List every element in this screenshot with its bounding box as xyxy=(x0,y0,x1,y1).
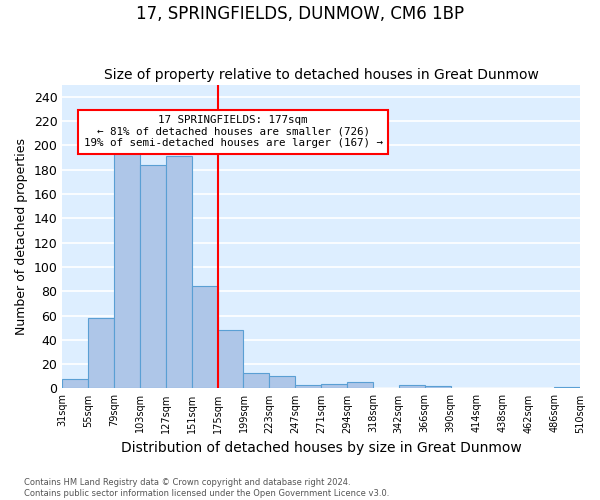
Bar xyxy=(295,385,321,388)
Text: 17 SPRINGFIELDS: 177sqm
← 81% of detached houses are smaller (726)
19% of semi-d: 17 SPRINGFIELDS: 177sqm ← 81% of detache… xyxy=(83,115,383,148)
Bar xyxy=(114,146,140,388)
Bar xyxy=(62,378,88,388)
Bar xyxy=(269,376,295,388)
Text: 17, SPRINGFIELDS, DUNMOW, CM6 1BP: 17, SPRINGFIELDS, DUNMOW, CM6 1BP xyxy=(136,5,464,23)
Bar xyxy=(244,372,269,388)
Bar xyxy=(554,387,580,388)
Bar xyxy=(192,286,218,388)
Text: Contains HM Land Registry data © Crown copyright and database right 2024.
Contai: Contains HM Land Registry data © Crown c… xyxy=(24,478,389,498)
Bar xyxy=(166,156,192,388)
Bar xyxy=(321,384,347,388)
Title: Size of property relative to detached houses in Great Dunmow: Size of property relative to detached ho… xyxy=(104,68,539,82)
Y-axis label: Number of detached properties: Number of detached properties xyxy=(15,138,28,335)
Bar xyxy=(347,382,373,388)
Bar xyxy=(88,318,114,388)
Bar xyxy=(399,385,425,388)
Bar xyxy=(140,165,166,388)
X-axis label: Distribution of detached houses by size in Great Dunmow: Distribution of detached houses by size … xyxy=(121,441,521,455)
Bar xyxy=(218,330,244,388)
Bar xyxy=(425,386,451,388)
